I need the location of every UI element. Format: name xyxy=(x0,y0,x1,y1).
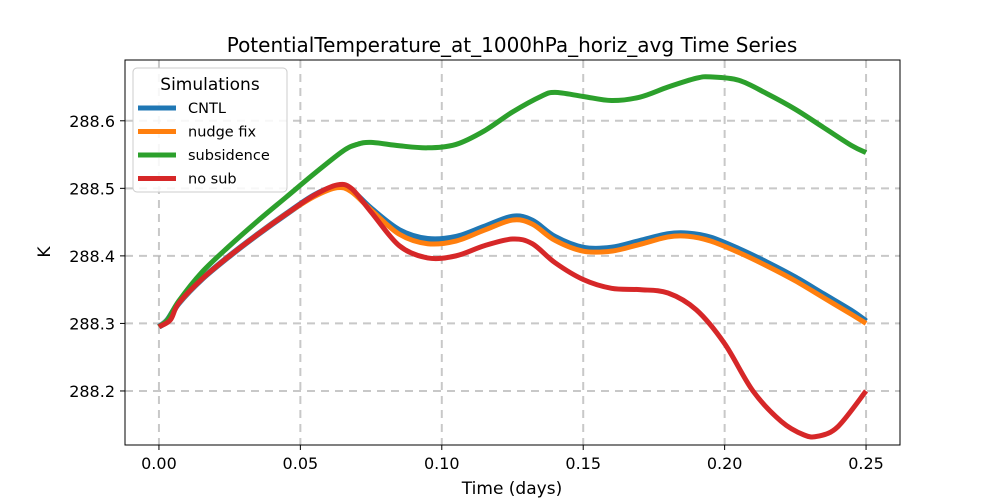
y-tick-label: 288.4 xyxy=(69,247,115,266)
y-axis: 288.2 288.3 288.4 288.5 288.6 xyxy=(69,112,125,401)
series-line-subsidence xyxy=(157,74,868,329)
series-line-no-sub xyxy=(157,181,869,440)
legend-label: no sub xyxy=(188,172,237,188)
x-tick-label: 0.20 xyxy=(707,454,743,473)
x-tick-label: 0.10 xyxy=(424,454,460,473)
y-tick-label: 288.5 xyxy=(69,179,115,198)
legend: Simulations CNTL nudge fix subsidence no su… xyxy=(132,67,288,193)
y-tick-label: 288.2 xyxy=(69,382,115,401)
x-tick-label: 0.25 xyxy=(848,454,884,473)
chart-title: PotentialTemperature_at_1000hPa_horiz_av… xyxy=(227,33,798,57)
legend-box xyxy=(132,67,288,193)
y-tick-label: 288.3 xyxy=(69,314,115,333)
y-tick-label: 288.6 xyxy=(69,112,115,131)
legend-title: Simulations xyxy=(160,75,260,95)
legend-label: subsidence xyxy=(188,148,270,164)
x-tick-label: 0.15 xyxy=(565,454,601,473)
plot-frame xyxy=(124,59,901,446)
x-tick-label: 0.05 xyxy=(283,454,319,473)
y-axis-label: K xyxy=(35,246,55,258)
legend-items: CNTL nudge fix subsidence no sub xyxy=(138,101,270,188)
legend-label: CNTL xyxy=(188,101,226,117)
legend-label: nudge fix xyxy=(188,125,256,141)
x-axis: 0.00 0.05 0.10 0.15 0.20 0.25 xyxy=(141,445,884,473)
x-axis-label: Time (days) xyxy=(461,479,562,499)
series-layer xyxy=(157,74,869,440)
x-tick-label: 0.00 xyxy=(141,454,177,473)
